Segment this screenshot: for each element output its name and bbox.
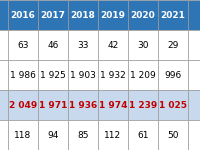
Text: 33: 33	[77, 40, 89, 50]
Text: 1 932: 1 932	[100, 70, 126, 80]
Text: 42: 42	[107, 40, 119, 50]
Text: 29: 29	[167, 40, 179, 50]
Bar	[128, 90, 158, 120]
Text: 46: 46	[47, 40, 59, 50]
Bar	[68, 30, 98, 60]
Bar	[158, 30, 188, 60]
Text: 61: 61	[137, 130, 149, 140]
Bar	[158, 120, 188, 150]
Text: 1 025: 1 025	[159, 100, 187, 109]
Bar	[158, 90, 188, 120]
Text: 1 209: 1 209	[130, 70, 156, 80]
Bar	[38, 30, 68, 60]
Bar	[8, 90, 38, 120]
Text: 50: 50	[167, 130, 179, 140]
Bar	[0, 0, 8, 30]
Bar	[188, 60, 200, 90]
Text: 996: 996	[164, 70, 182, 80]
Bar	[188, 0, 200, 30]
Bar	[68, 0, 98, 30]
Text: 2016: 2016	[11, 11, 35, 20]
Bar	[38, 120, 68, 150]
Text: 2018: 2018	[71, 11, 95, 20]
Text: 63: 63	[17, 40, 29, 50]
Bar	[0, 90, 8, 120]
Text: 85: 85	[77, 130, 89, 140]
Text: 2021: 2021	[161, 11, 185, 20]
Bar	[98, 30, 128, 60]
Text: 1 986: 1 986	[10, 70, 36, 80]
Text: 112: 112	[104, 130, 122, 140]
Bar	[38, 90, 68, 120]
Bar	[98, 60, 128, 90]
Text: 1 971: 1 971	[39, 100, 67, 109]
Bar	[188, 120, 200, 150]
Bar	[128, 30, 158, 60]
Bar	[68, 90, 98, 120]
Text: 1 239: 1 239	[129, 100, 157, 109]
Bar	[128, 60, 158, 90]
Bar	[128, 0, 158, 30]
Bar	[98, 90, 128, 120]
Text: 2020: 2020	[131, 11, 155, 20]
Bar	[8, 0, 38, 30]
Bar	[158, 60, 188, 90]
Bar	[68, 60, 98, 90]
Text: 1 936: 1 936	[69, 100, 97, 109]
Bar	[38, 0, 68, 30]
Bar	[0, 60, 8, 90]
Bar	[68, 120, 98, 150]
Text: 94: 94	[47, 130, 59, 140]
Bar	[0, 120, 8, 150]
Text: 2017: 2017	[40, 11, 66, 20]
Bar	[98, 120, 128, 150]
Bar	[38, 60, 68, 90]
Bar	[8, 30, 38, 60]
Bar	[8, 120, 38, 150]
Bar	[188, 30, 200, 60]
Bar	[158, 0, 188, 30]
Text: 1 903: 1 903	[70, 70, 96, 80]
Text: 2019: 2019	[101, 11, 126, 20]
Bar	[128, 120, 158, 150]
Bar	[0, 30, 8, 60]
Text: 30: 30	[137, 40, 149, 50]
Text: 118: 118	[14, 130, 32, 140]
Text: 1 925: 1 925	[40, 70, 66, 80]
Bar	[188, 90, 200, 120]
Text: 1 974: 1 974	[99, 100, 127, 109]
Bar	[8, 60, 38, 90]
Bar	[98, 0, 128, 30]
Text: 2 049: 2 049	[9, 100, 37, 109]
